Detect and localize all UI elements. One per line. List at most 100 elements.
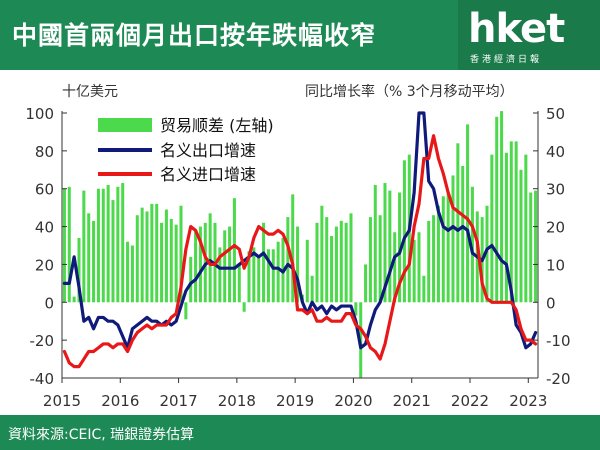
trade-surplus-bar [383, 183, 387, 303]
trade-surplus-bar [271, 249, 275, 303]
trade-surplus-bar [67, 186, 71, 303]
trade-surplus-bar [534, 190, 538, 303]
trade-surplus-bar [169, 219, 173, 303]
trade-surplus-bar [412, 239, 416, 303]
trade-surplus-bar [135, 215, 139, 303]
trade-surplus-bar [198, 226, 202, 303]
trade-surplus-bar [470, 186, 474, 303]
trade-surplus-bar [77, 237, 81, 303]
trade-surplus-bar [524, 154, 528, 303]
trade-surplus-bar [72, 296, 76, 303]
trade-surplus-bar [325, 217, 329, 303]
trade-surplus-bar [276, 241, 280, 303]
legend-label: 名义出口增速 [160, 141, 256, 160]
trade-surplus-bar [140, 207, 144, 303]
right-tick-label: 0 [546, 294, 556, 312]
trade-surplus-bar [174, 224, 178, 303]
export-growth-line [62, 111, 538, 350]
trade-surplus-bar [232, 198, 236, 303]
trade-surplus-bar [150, 203, 154, 303]
trade-surplus-bar [461, 166, 465, 303]
x-tick-label: 2016 [101, 392, 139, 410]
trade-surplus-bar [155, 203, 159, 303]
trade-surplus-bar [310, 275, 314, 303]
trade-surplus-bar [398, 192, 402, 303]
trade-surplus-bar [82, 190, 86, 303]
legend-label: 名义进口增速 [160, 165, 256, 184]
x-tick-label: 2015 [43, 392, 81, 410]
trade-surplus-bar [286, 217, 290, 303]
trade-surplus-bar [509, 141, 513, 303]
trade-surplus-bar [490, 154, 494, 303]
trade-surplus-bar [160, 222, 164, 303]
trade-surplus-bar [296, 226, 300, 303]
trade-surplus-bar [456, 143, 460, 303]
left-axis-label: 十亿美元 [62, 84, 118, 100]
right-tick-label: 10 [546, 256, 565, 274]
hket-logo: hket [468, 6, 565, 52]
right-tick-label: -10 [546, 332, 571, 350]
trade-surplus-bar [252, 247, 256, 303]
x-tick-label: 2019 [276, 392, 314, 410]
trade-surplus-bar [422, 275, 426, 303]
trade-surplus-bar [378, 215, 382, 303]
hket-logo-subtitle: 香港經濟日報 [470, 55, 543, 65]
trade-surplus-bar [495, 116, 499, 303]
trade-surplus-bar [189, 256, 193, 303]
trade-surplus-bar [417, 232, 421, 303]
left-tick-label: 100 [25, 105, 54, 123]
trade-surplus-bar [62, 188, 66, 303]
trade-surplus-bar [432, 215, 436, 303]
trade-surplus-bar [368, 217, 372, 303]
trade-surplus-bar [441, 196, 445, 303]
trade-surplus-bar [121, 183, 125, 303]
trade-surplus-bar [96, 188, 100, 303]
trade-surplus-bar [106, 184, 110, 303]
left-tick-label: 60 [35, 181, 54, 199]
trade-surplus-bar [485, 205, 489, 303]
trade-surplus-bar [388, 190, 392, 303]
trade-surplus-bar [354, 302, 358, 316]
x-tick-label: 2017 [159, 392, 197, 410]
right-tick-label: 40 [546, 143, 565, 161]
trade-surplus-bar [247, 251, 251, 303]
trade-surplus-bar [257, 254, 261, 303]
trade-surplus-bar [184, 302, 188, 320]
trade-surplus-bar [111, 200, 115, 303]
x-tick-label: 2021 [393, 392, 431, 410]
trade-surplus-bar [436, 205, 440, 303]
bar-group [62, 111, 538, 378]
trade-surplus-bar [208, 213, 212, 303]
trade-surplus-bar [315, 222, 319, 303]
left-tick-label: 80 [35, 143, 54, 161]
legend-label: 贸易顺差 (左轴) [160, 116, 274, 135]
right-tick-label: 30 [546, 181, 565, 199]
trade-surplus-bar [130, 245, 134, 303]
trade-surplus-bar [145, 211, 149, 303]
trade-surplus-bar [330, 236, 334, 303]
trade-surplus-bar [305, 239, 309, 303]
trade-surplus-bar [92, 220, 96, 303]
right-tick-label: 20 [546, 219, 565, 237]
trade-surplus-bar [194, 230, 198, 303]
trade-surplus-bar [402, 160, 406, 303]
trade-surplus-bar [87, 213, 91, 303]
trade-surplus-bar [291, 194, 295, 303]
import-growth-line [62, 134, 538, 369]
trade-surplus-bar [223, 230, 227, 303]
trade-surplus-bar [349, 213, 353, 303]
trade-surplus-bar [218, 247, 222, 303]
trade-surplus-bar [101, 188, 105, 303]
footer-banner: 資料來源:CEIC, 瑞銀證券估算 [0, 415, 600, 450]
trade-surplus-bar [116, 186, 120, 303]
left-tick-label: 40 [35, 219, 54, 237]
trade-surplus-bar [427, 220, 431, 303]
source-note: 資料來源:CEIC, 瑞銀證券估算 [8, 427, 195, 443]
trade-surplus-bar [529, 192, 533, 303]
trade-surplus-bar [179, 205, 183, 303]
trade-surplus-bar [242, 302, 246, 312]
right-tick-label: 50 [546, 105, 565, 123]
